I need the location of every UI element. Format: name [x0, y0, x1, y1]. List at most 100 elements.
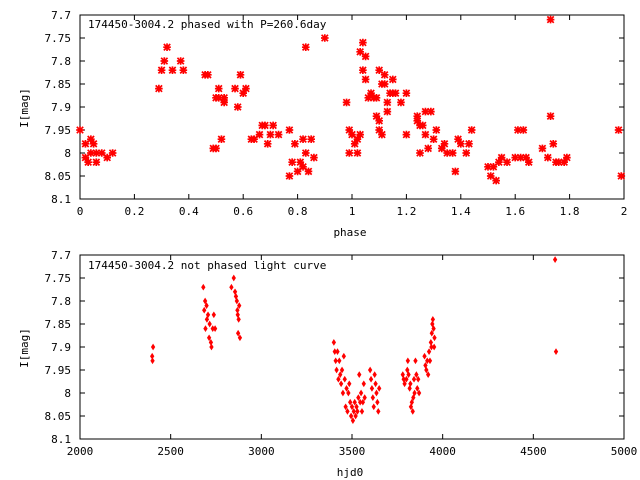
data-point [348, 130, 356, 139]
data-point [367, 366, 373, 374]
unphased-x-axis-label: hjd0 [337, 466, 364, 479]
data-point [427, 107, 435, 116]
data-point [296, 158, 305, 167]
data-point [376, 408, 381, 415]
phased-x-tick-label: 0.4 [179, 205, 199, 218]
data-point [456, 139, 465, 148]
data-point [412, 389, 417, 397]
unphased-y-tick-label: 7.85 [45, 318, 72, 331]
data-point [337, 357, 342, 365]
data-point [320, 34, 329, 42]
data-point [84, 158, 92, 167]
data-point [489, 162, 498, 171]
data-point [454, 135, 462, 144]
data-point [217, 135, 226, 144]
data-point [255, 130, 264, 139]
data-point [236, 316, 241, 323]
unphased-points [150, 256, 559, 424]
data-point [375, 398, 380, 406]
data-point [359, 408, 365, 415]
data-point [372, 112, 381, 121]
data-point [359, 66, 367, 75]
data-point [437, 144, 446, 153]
data-point [345, 149, 354, 157]
data-point [163, 43, 171, 52]
data-point [150, 357, 155, 365]
data-point [432, 126, 441, 134]
data-point [495, 158, 503, 167]
data-point [503, 158, 511, 167]
unphased-x-tick-label: 5000 [611, 445, 638, 458]
data-point [538, 144, 547, 153]
data-point [516, 153, 525, 162]
data-point [340, 389, 346, 397]
data-point [422, 352, 427, 360]
phased-y-tick-label: 7.75 [45, 32, 72, 45]
unphased-chart-title: 174450-3004.2 not phased light curve [88, 259, 326, 272]
data-point [362, 394, 367, 401]
phased-x-tick-label: 1.8 [560, 205, 580, 218]
unphased-chart: 2000 2500 3000 3500 4000 4500 5000 7.7 7.75 7.8 7.… [18, 249, 637, 479]
data-point [415, 385, 420, 392]
data-point [368, 375, 374, 383]
data-point [492, 176, 500, 185]
unphased-y-axis-label: I[mag] [18, 328, 31, 368]
data-point [617, 172, 626, 180]
data-point [206, 334, 212, 342]
data-point [465, 139, 473, 148]
data-point [346, 389, 351, 397]
data-point [160, 57, 169, 65]
data-point [212, 325, 218, 332]
data-point [349, 403, 355, 411]
data-point [432, 334, 437, 342]
data-point [301, 43, 310, 52]
data-point [168, 66, 177, 75]
unphased-y-tick-label: 7.9 [51, 341, 71, 354]
data-point [291, 139, 299, 148]
data-point [549, 139, 558, 148]
data-point [261, 121, 269, 130]
data-point [563, 153, 571, 162]
data-point [235, 329, 241, 337]
data-point [375, 126, 384, 134]
data-point [353, 412, 358, 420]
data-point [360, 398, 366, 406]
data-point [269, 121, 277, 130]
data-point [274, 130, 283, 139]
data-point [378, 130, 386, 139]
unphased-y-tick-label: 8.1 [51, 433, 71, 446]
data-point [341, 352, 346, 360]
data-point [237, 334, 243, 342]
data-point [380, 70, 389, 79]
data-point [343, 403, 348, 411]
phased-chart: 0 0.2 0.4 0.6 0.8 1 1.2 1.4 1.6 1.8 2 7.7 7.75 7.8 7.8… [18, 9, 627, 239]
data-point [229, 283, 234, 291]
data-point [204, 70, 212, 79]
data-point [204, 302, 209, 309]
data-point [411, 375, 417, 383]
data-point [377, 385, 382, 392]
data-point [383, 107, 392, 116]
data-point [357, 371, 362, 378]
unphased-y-tick-label: 7.7 [51, 249, 71, 262]
data-point [103, 153, 112, 162]
data-point [448, 149, 457, 157]
data-point [350, 417, 356, 424]
data-point [431, 343, 437, 351]
data-point [372, 93, 381, 102]
unphased-ticks: 2000 2500 3000 3500 4000 4500 5000 7.7 7.75 7.8 7.… [45, 249, 638, 458]
data-point [544, 153, 552, 162]
data-point [546, 15, 555, 24]
data-point [484, 162, 492, 171]
data-point [443, 149, 452, 157]
data-point [524, 158, 533, 167]
data-point [299, 135, 307, 144]
data-point [76, 126, 84, 134]
unphased-x-tick-label: 2000 [67, 445, 94, 458]
phased-y-tick-label: 7.7 [51, 9, 71, 22]
phased-x-tick-label: 0.2 [124, 205, 144, 218]
data-point [410, 408, 415, 415]
data-point [288, 158, 296, 167]
data-point [345, 126, 354, 134]
data-point [301, 149, 310, 157]
